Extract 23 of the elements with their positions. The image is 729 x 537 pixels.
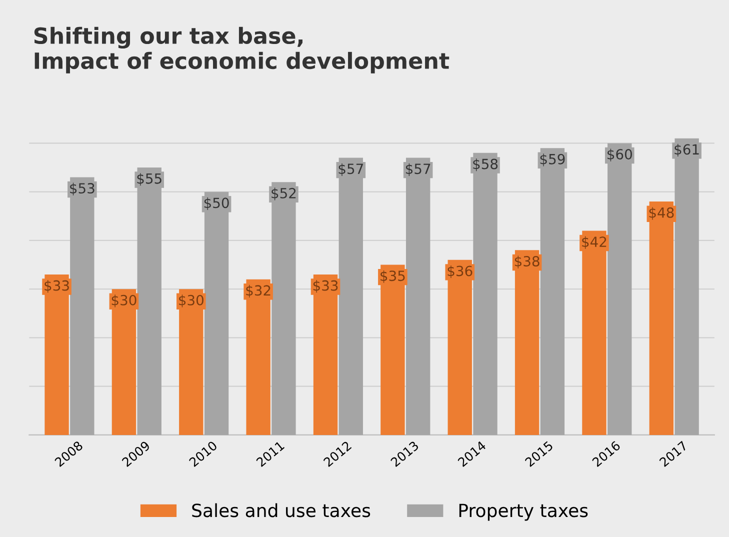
legend-label: Sales and use taxes <box>192 503 370 518</box>
data-label: $59 <box>540 154 565 166</box>
chart-title: Shifting our tax base, Impact of economic development <box>34 26 450 74</box>
data-label: $36 <box>448 265 472 278</box>
data-label: $57 <box>338 163 363 176</box>
data-label: $61 <box>674 144 699 156</box>
data-label: $52 <box>272 188 296 200</box>
data-label: $60 <box>608 148 632 162</box>
data-label: $50 <box>204 197 229 210</box>
data-label: $58 <box>473 158 498 172</box>
data-label: $33 <box>313 280 338 293</box>
data-label: $55 <box>137 173 162 186</box>
data-label: $38 <box>514 256 540 268</box>
data-label: $57 <box>406 163 430 176</box>
data-label: $48 <box>649 207 674 220</box>
data-label: $30 <box>112 294 136 308</box>
data-label: $35 <box>380 270 405 283</box>
data-label: $53 <box>70 182 94 196</box>
data-label: $33 <box>44 280 69 293</box>
data-label: $32 <box>246 284 270 298</box>
data-label: $30 <box>179 294 204 308</box>
legend-label: Property taxes <box>459 504 588 521</box>
data-label: $42 <box>582 236 606 249</box>
